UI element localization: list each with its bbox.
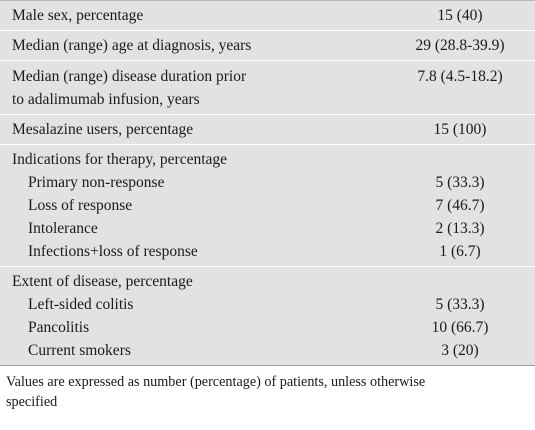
table-row: Median (range) disease duration prior to… xyxy=(0,61,535,115)
item-value: 7 (46.7) xyxy=(435,197,485,214)
list-item: Loss of response 7 (46.7) xyxy=(0,194,535,217)
list-item: Left-sided colitis 5 (33.3) xyxy=(0,293,535,316)
item-value: 10 (66.7) xyxy=(431,319,489,336)
row-value: 15 (40) xyxy=(437,7,483,24)
item-label: Intolerance xyxy=(28,220,98,237)
row-label: Median (range) disease duration prior to… xyxy=(0,65,385,111)
list-item: Current smokers 3 (20) xyxy=(0,339,535,362)
row-value: 7.8 (4.5-18.2) xyxy=(417,68,503,85)
row-value: 29 (28.8-39.9) xyxy=(415,37,505,54)
patient-characteristics-table: Male sex, percentage 15 (40) Median (ran… xyxy=(0,0,535,366)
item-label: Primary non-response xyxy=(28,174,165,191)
list-item: Infections+loss of response 1 (6.7) xyxy=(0,240,535,263)
item-label: Loss of response xyxy=(28,197,133,214)
item-label: Infections+loss of response xyxy=(28,243,198,260)
item-value: 5 (33.3) xyxy=(435,296,485,313)
table-footnote: Values are expressed as number (percenta… xyxy=(0,366,535,412)
group-title: Indications for therapy, percentage xyxy=(12,151,228,168)
table-row: Median (range) age at diagnosis, years 2… xyxy=(0,31,535,61)
group-title: Extent of disease, percentage xyxy=(12,273,193,290)
item-label: Pancolitis xyxy=(28,319,90,336)
group-header: Extent of disease, percentage xyxy=(0,270,535,293)
group-value xyxy=(385,270,535,293)
extent-group: Extent of disease, percentage Left-sided… xyxy=(0,267,535,365)
group-value xyxy=(385,148,535,171)
row-label-line: to adalimumab infusion, years xyxy=(12,91,200,108)
item-label: Current smokers xyxy=(28,342,131,359)
footnote-line: specified xyxy=(6,394,58,410)
item-value: 3 (20) xyxy=(441,342,479,359)
indications-group: Indications for therapy, percentage Prim… xyxy=(0,145,535,267)
group-header: Indications for therapy, percentage xyxy=(0,148,535,171)
footnote-line: Values are expressed as number (percenta… xyxy=(6,374,426,390)
list-item: Pancolitis 10 (66.7) xyxy=(0,316,535,339)
row-label-line: Median (range) disease duration prior xyxy=(12,68,247,85)
row-label: Median (range) age at diagnosis, years xyxy=(12,37,252,54)
list-item: Intolerance 2 (13.3) xyxy=(0,217,535,240)
item-value: 1 (6.7) xyxy=(439,243,481,260)
item-value: 2 (13.3) xyxy=(435,220,485,237)
table-row: Male sex, percentage 15 (40) xyxy=(0,1,535,31)
item-value: 5 (33.3) xyxy=(435,174,485,191)
row-label: Mesalazine users, percentage xyxy=(12,121,194,138)
table-row: Mesalazine users, percentage 15 (100) xyxy=(0,115,535,145)
row-value: 15 (100) xyxy=(433,121,487,138)
item-label: Left-sided colitis xyxy=(28,296,134,313)
list-item: Primary non-response 5 (33.3) xyxy=(0,171,535,194)
row-label: Male sex, percentage xyxy=(12,7,144,24)
